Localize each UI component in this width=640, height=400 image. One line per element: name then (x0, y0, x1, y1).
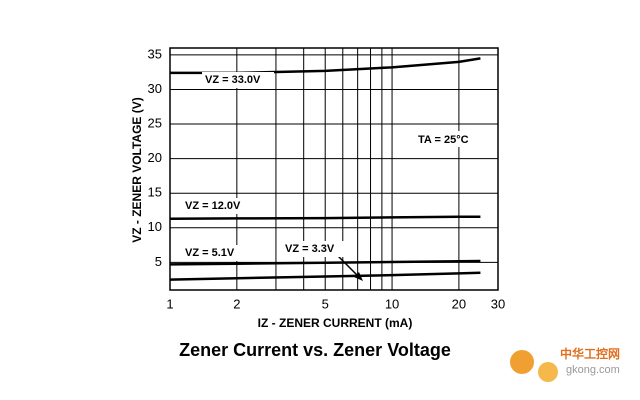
y-tick-label: 10 (148, 219, 162, 234)
series-label: VZ = 5.1V (185, 247, 235, 259)
y-tick-label: 20 (148, 150, 162, 165)
legend-bg (282, 241, 348, 257)
x-tick-label: 30 (491, 296, 505, 311)
y-tick-label: 5 (155, 254, 162, 269)
logo-gear (538, 362, 558, 382)
series-line (169, 259, 481, 266)
x-tick-label: 5 (322, 296, 329, 311)
y-tick-label: 25 (148, 115, 162, 130)
series-label: VZ = 3.3V (285, 243, 335, 255)
x-tick-label: 10 (385, 296, 399, 311)
y-tick-label: 15 (148, 185, 162, 200)
watermark: gkong.com (566, 364, 620, 376)
annotation: TA = 25°C (418, 134, 469, 146)
y-axis-label: VZ - ZENER VOLTAGE (V) (130, 97, 144, 243)
series-label: VZ = 12.0V (185, 200, 241, 212)
annotation-bg (415, 131, 479, 147)
x-tick-label: 20 (452, 296, 466, 311)
chart-title: Zener Current vs. Zener Voltage (179, 340, 451, 360)
logo-gear (510, 350, 534, 374)
x-tick-label: 1 (166, 296, 173, 311)
y-tick-label: 35 (148, 46, 162, 61)
series-line (169, 271, 481, 281)
watermark: 中华工控网 (560, 346, 620, 361)
x-axis-label: IZ - ZENER CURRENT (mA) (258, 316, 413, 330)
series-label: VZ = 33.0V (205, 74, 261, 86)
y-tick-label: 30 (148, 81, 162, 96)
legend-bg (202, 72, 274, 88)
series-line (169, 215, 481, 221)
x-tick-label: 2 (233, 296, 240, 311)
pointer-arrow (337, 255, 361, 279)
legend-bg (182, 198, 254, 214)
legend-bg (182, 245, 248, 261)
plot-frame (169, 47, 499, 291)
